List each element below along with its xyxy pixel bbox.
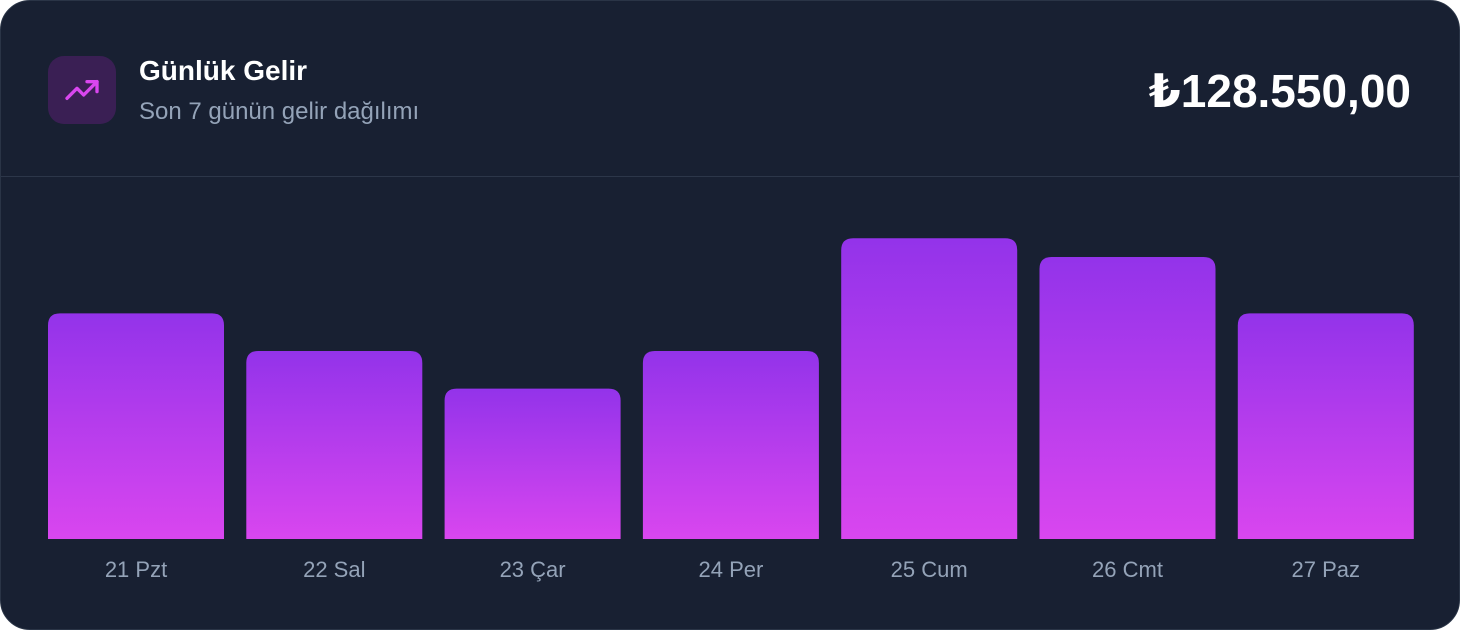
card-header: Günlük Gelir Son 7 günün gelir dağılımı … bbox=[1, 1, 1459, 177]
bar-1 bbox=[48, 313, 224, 539]
bar-6 bbox=[1039, 257, 1216, 539]
x-tick-label: 24 Per bbox=[698, 557, 763, 582]
card-subtitle: Son 7 günün gelir dağılımı bbox=[139, 98, 420, 125]
x-tick-label: 26 Cmt bbox=[1092, 557, 1163, 582]
bar-5 bbox=[841, 238, 1018, 539]
bar-group bbox=[48, 238, 1414, 539]
x-tick-label: 25 Cum bbox=[891, 557, 968, 582]
x-axis-labels: 21 Pzt 22 Sal 23 Çar 24 Per 25 Cum 26 Cmt 27 P… bbox=[105, 557, 1360, 582]
total-revenue: ₺128.550,00 bbox=[1148, 65, 1411, 117]
bar-3 bbox=[444, 388, 621, 539]
x-tick-label: 23 Çar bbox=[500, 557, 566, 582]
trending-up-icon bbox=[48, 56, 116, 124]
bar-2 bbox=[246, 351, 423, 539]
x-tick-label: 21 Pzt bbox=[105, 557, 167, 582]
card-title: Günlük Gelir bbox=[139, 55, 308, 86]
bar-7 bbox=[1237, 313, 1414, 539]
bar-4 bbox=[642, 351, 819, 539]
x-tick-label: 27 Paz bbox=[1292, 557, 1361, 582]
x-tick-label: 22 Sal bbox=[303, 557, 365, 582]
